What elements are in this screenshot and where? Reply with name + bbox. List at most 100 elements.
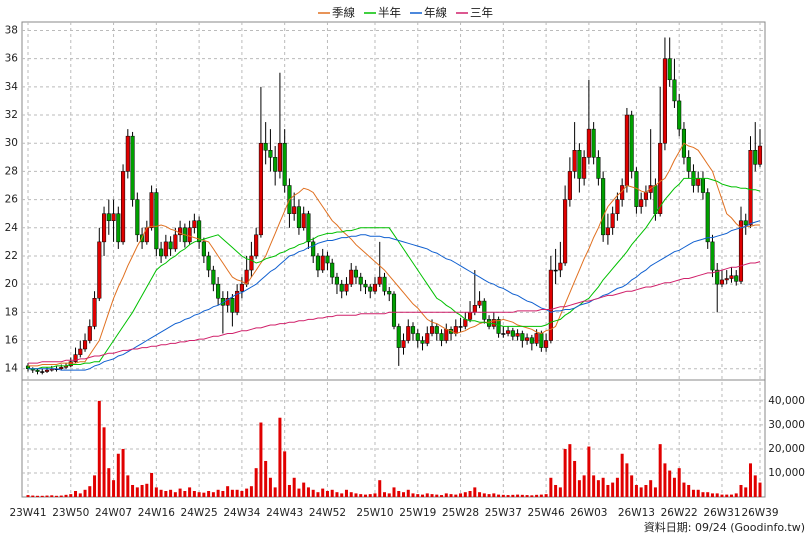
y-tick-label: 28 xyxy=(5,165,18,177)
volume-bar xyxy=(525,495,529,497)
volume-bar xyxy=(544,494,548,497)
candle-body xyxy=(102,213,107,243)
volume-bar xyxy=(321,488,325,497)
y-tick-label: 18 xyxy=(5,306,18,318)
candle-body xyxy=(662,58,667,144)
volume-bar xyxy=(373,493,377,497)
volume-bar xyxy=(682,482,686,497)
volume-bar xyxy=(444,493,448,497)
volume-bar xyxy=(330,489,334,497)
candle-body xyxy=(648,185,653,193)
volume-bar xyxy=(302,482,306,497)
legend-label: 年線 xyxy=(424,6,447,20)
candle-body xyxy=(187,227,192,243)
y-tick-label: 24 xyxy=(5,222,19,234)
volume-tick-label: 40,000 xyxy=(768,395,805,407)
candle-body xyxy=(605,227,610,236)
volume-bar xyxy=(349,492,353,497)
volume-bar xyxy=(188,487,192,497)
candle-body xyxy=(610,213,615,229)
volume-bar xyxy=(411,493,415,497)
candle-body xyxy=(111,213,116,221)
candle-body xyxy=(724,278,729,281)
volume-bar xyxy=(644,484,648,497)
volume-bar xyxy=(430,494,434,497)
volume-bar xyxy=(663,463,667,497)
candle-body xyxy=(743,220,748,226)
candle-body xyxy=(658,142,663,214)
volume-bar xyxy=(107,468,111,497)
candle-body xyxy=(515,333,520,337)
candle-body xyxy=(672,79,677,102)
volume-bar xyxy=(706,492,710,497)
y-tick-label: 20 xyxy=(5,278,18,290)
volume-bar xyxy=(311,489,315,497)
volume-bar xyxy=(468,490,472,497)
candle-body xyxy=(582,157,587,179)
x-tick-label: 26W03 xyxy=(570,507,607,519)
volume-bar xyxy=(97,400,101,497)
candle-body xyxy=(44,369,50,372)
candle-body xyxy=(92,298,97,327)
candle-body xyxy=(353,269,359,278)
candle-body xyxy=(734,275,739,282)
volume-bar xyxy=(620,453,624,497)
volume-bar xyxy=(729,494,733,497)
candle-body xyxy=(410,326,416,334)
volume-bar xyxy=(696,489,700,497)
candle-body xyxy=(339,283,344,292)
candle-body xyxy=(258,142,263,236)
candle-body xyxy=(68,361,73,367)
volume-bar xyxy=(207,490,211,497)
volume-tick-label: 10,000 xyxy=(768,467,805,479)
volume-bar xyxy=(306,487,310,497)
candle-body xyxy=(429,326,435,334)
candle-body xyxy=(59,367,64,369)
volume-bar xyxy=(734,493,738,497)
volume-bar xyxy=(487,494,491,497)
candle-body xyxy=(667,58,672,81)
volume-bar xyxy=(387,493,391,497)
volume-bar xyxy=(221,490,225,497)
candle-body xyxy=(97,241,102,299)
volume-bar xyxy=(748,463,752,497)
candle-body xyxy=(163,241,168,257)
candle-body xyxy=(358,276,363,285)
volume-bar xyxy=(492,493,496,497)
volume-bar xyxy=(26,495,30,497)
candle-body xyxy=(629,114,634,172)
volume-bar xyxy=(625,463,629,497)
volume-bar xyxy=(530,495,534,497)
candle-body xyxy=(510,330,515,337)
candle-body xyxy=(558,262,563,271)
volume-bar xyxy=(273,487,277,497)
volume-bar xyxy=(59,495,63,497)
candle-body xyxy=(520,333,525,341)
candle-body xyxy=(235,290,240,313)
candle-body xyxy=(216,283,221,299)
volume-bar xyxy=(653,487,657,497)
candle-body xyxy=(463,319,468,327)
ma-line xyxy=(28,177,761,370)
candle-body xyxy=(306,213,311,243)
candle-body xyxy=(201,241,206,257)
volume-bar xyxy=(164,490,168,497)
x-tick-label: 26W31 xyxy=(703,507,740,519)
candle-body xyxy=(577,150,582,179)
volume-bar xyxy=(577,480,581,497)
candle-body xyxy=(544,340,549,348)
volume-bar xyxy=(192,490,196,497)
candle-body xyxy=(553,269,558,272)
candle-body xyxy=(586,128,591,158)
candle-body xyxy=(178,227,183,236)
candle-body xyxy=(292,206,297,214)
volume-bar xyxy=(758,482,762,497)
candle-body xyxy=(230,298,235,313)
candle-body xyxy=(121,171,126,243)
candle-body xyxy=(406,326,411,341)
candle-body xyxy=(624,114,629,186)
volume-bar xyxy=(392,487,396,497)
x-tick-label: 25W37 xyxy=(485,507,522,519)
volume-bar xyxy=(649,480,653,497)
candle-body xyxy=(249,255,254,271)
